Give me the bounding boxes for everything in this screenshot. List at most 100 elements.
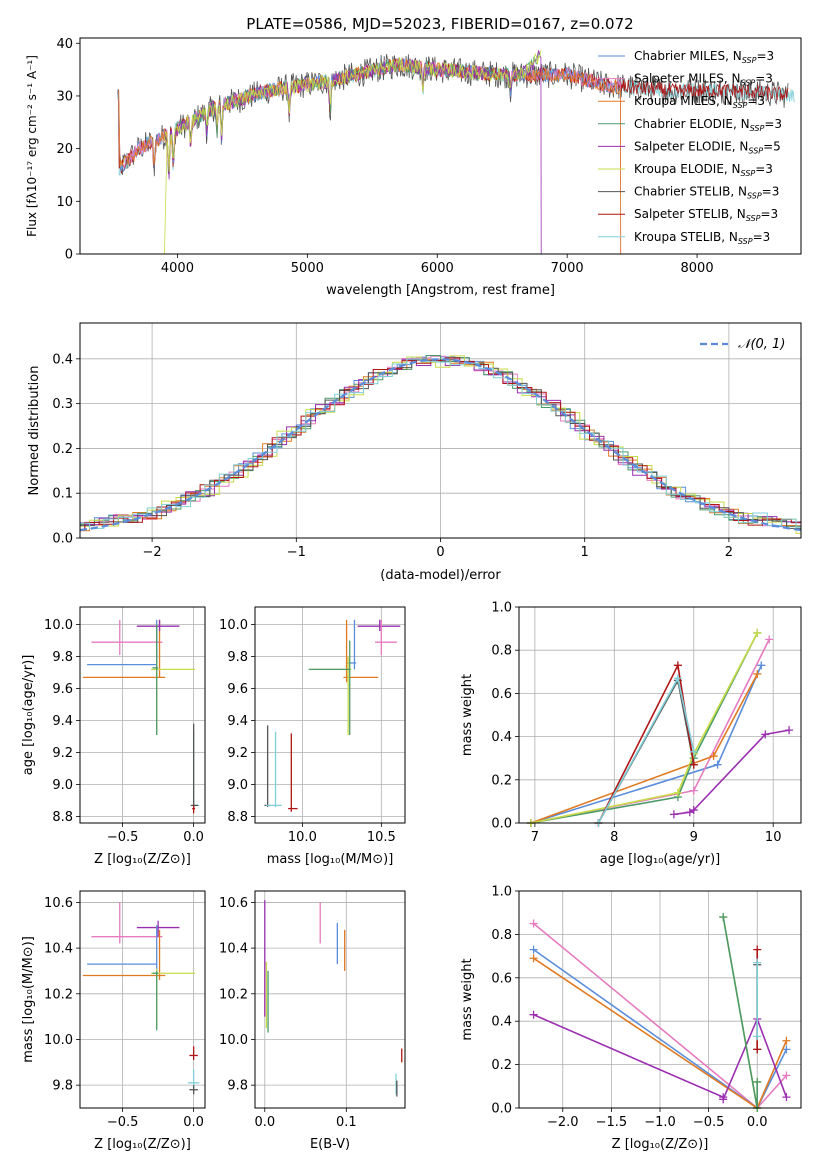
x-axis-label: mass [log₁₀(M/M⊙)] xyxy=(267,852,394,867)
weight-marker xyxy=(782,1071,791,1080)
x-axis-label: Z [log₁₀(Z/Z⊙)] xyxy=(94,852,191,867)
legend-entry: 𝒩(0, 1) xyxy=(738,337,785,352)
y-tick-label: 9.2 xyxy=(227,746,248,761)
x-axis-label: age [log₁₀(age/yr)] xyxy=(600,852,721,867)
legend-count: =3 xyxy=(760,207,778,221)
weight-marker xyxy=(689,747,698,756)
legend-name: Salpeter STELIB, N xyxy=(634,207,746,221)
y-tick-label: 0.0 xyxy=(491,817,512,832)
y-tick-label: 30 xyxy=(56,89,73,104)
y-tick-label: 0.8 xyxy=(491,928,512,943)
x-tick-label: 0 xyxy=(436,545,444,560)
legend-count: =3 xyxy=(764,117,782,131)
histogram-kroupa_stelib xyxy=(80,358,801,529)
weight-marker xyxy=(765,635,774,644)
x-tick-label: 5000 xyxy=(291,261,324,276)
y-tick-label: 8.8 xyxy=(227,810,248,825)
y-tick-label: 10.4 xyxy=(44,942,73,957)
x-tick-label: 0.1 xyxy=(336,1115,357,1130)
errorbar-point-salpeter_stelib xyxy=(288,733,298,812)
weight-marker xyxy=(689,786,698,795)
y-axis-label: mass [log₁₀(M/M⊙)] xyxy=(21,936,36,1063)
age-vs-metallicity-panel: −0.5 0.0 8.8 9.0 9.2 9.4 9.6 9.8 10.0 Z [log₁₀(Z/… xyxy=(21,606,206,867)
chart-title: PLATE=0586, MJD=52023, FIBERID=0167, z=0… xyxy=(246,15,633,33)
errorbar-point-chabrier_stelib xyxy=(190,723,198,809)
errorbar-point-salpeter_elodie xyxy=(136,920,180,937)
y-tick-label: 0.4 xyxy=(491,1015,512,1030)
plot-area xyxy=(80,607,205,823)
weight-marker xyxy=(753,958,762,967)
y-tick-label: 0 xyxy=(65,248,73,263)
y-tick-label: 9.8 xyxy=(52,650,73,665)
mass-vs-metallicity-panel: −0.5 0.0 9.8 10.0 10.2 10.4 10.6 Z [log₁₀(Z/Z⊙)… xyxy=(21,890,206,1152)
weight-marker xyxy=(669,810,678,819)
legend-entry: Kroupa STELIB, NSSP=3 xyxy=(634,230,770,246)
x-tick-label: 4000 xyxy=(161,261,194,276)
errorbar-point-chabrier_elodie xyxy=(152,624,159,735)
errorbar-point-chabrier_stelib xyxy=(189,1085,198,1095)
y-tick-label: 9.8 xyxy=(227,1079,248,1094)
y-tick-label: 0.3 xyxy=(52,397,73,412)
errorbar-point-salpeter_elodie xyxy=(357,619,401,631)
legend-name: Chabrier STELIB, N xyxy=(634,185,747,199)
axes-frame xyxy=(254,890,406,1109)
y-tick-label: 10.0 xyxy=(44,1033,73,1048)
legend-subscript: SSP xyxy=(741,79,756,88)
y-axis-label: Flux [fλ10⁻¹⁷ erg cm⁻² s⁻¹ A⁻¹] xyxy=(25,55,39,237)
weight-marker xyxy=(673,674,682,683)
mass-weight-vs-metallicity-panel: −2.0 −1.5 −1.0 −0.5 0.0 0.0 0.2 0.4 0.6 0.8 1.0 Z [… xyxy=(460,885,802,1152)
weight-marker xyxy=(753,1045,762,1054)
y-tick-label: 0.2 xyxy=(52,442,73,457)
weight-marker xyxy=(529,945,538,954)
x-tick-label: 0.0 xyxy=(747,1115,768,1130)
errorbar-point-salpeter_miles xyxy=(91,902,163,944)
y-axis-label: Normed distribution xyxy=(27,366,42,496)
spectrum-line-chabrier_elodie xyxy=(164,50,542,178)
legend-name: Salpeter MILES, N xyxy=(634,72,741,86)
weight-line-kroupa_elodie xyxy=(530,632,759,824)
y-tick-label: 1.0 xyxy=(491,885,512,900)
legend-count: =5 xyxy=(763,139,781,153)
y-tick-label: 9.0 xyxy=(52,778,73,793)
weight-marker xyxy=(753,945,762,954)
legend-name: Kroupa ELODIE, N xyxy=(634,162,741,176)
weight-marker xyxy=(719,913,728,922)
legend-entry: Kroupa ELODIE, NSSP=3 xyxy=(634,162,773,178)
x-axis-label: (data-model)/error xyxy=(380,568,501,583)
x-tick-label: 8 xyxy=(610,830,618,845)
errorbar-point-salpeter_stelib xyxy=(192,805,196,814)
weight-marker xyxy=(529,919,538,928)
plot-area xyxy=(80,891,205,1108)
y-tick-label: 0.2 xyxy=(491,1058,512,1073)
y-tick-label: 0.0 xyxy=(52,532,73,547)
legend-subscript: SSP xyxy=(747,192,762,201)
normal-curve xyxy=(79,358,802,532)
y-tick-label: 0.4 xyxy=(52,352,73,367)
errorbar-point-chabrier_elodie xyxy=(152,970,159,1031)
y-tick-label: 40 xyxy=(56,37,73,52)
y-tick-label: 10.6 xyxy=(219,896,248,911)
axes-frame xyxy=(79,37,802,255)
legend-count: =3 xyxy=(753,230,771,244)
x-tick-label: 6000 xyxy=(421,261,454,276)
y-tick-label: 10.4 xyxy=(219,942,248,957)
y-axis-label: mass weight xyxy=(460,958,475,1040)
axes-frame xyxy=(254,606,406,824)
legend-name: Chabrier ELODIE, N xyxy=(634,117,750,131)
legend-subscript: SSP xyxy=(733,101,748,110)
x-tick-label: −1 xyxy=(287,545,306,560)
legend-entry: Kroupa MILES, NSSP=3 xyxy=(634,94,765,110)
plot-area xyxy=(519,607,801,823)
spectrum-line-salpeter_elodie xyxy=(164,50,542,254)
y-axis-label: mass weight xyxy=(460,674,475,756)
y-tick-label: 10.0 xyxy=(219,1033,248,1048)
y-tick-label: 0.0 xyxy=(491,1102,512,1117)
y-tick-label: 9.8 xyxy=(227,650,248,665)
y-tick-label: 10 xyxy=(56,195,73,210)
axes-frame xyxy=(79,322,802,539)
weight-marker xyxy=(719,1095,728,1104)
age-vs-mass-panel: 10.0 10.5 8.8 9.0 9.2 9.4 9.6 9.8 10.0 mass [log₁… xyxy=(219,606,406,867)
legend-count: =3 xyxy=(755,72,773,86)
weight-marker xyxy=(689,806,698,815)
